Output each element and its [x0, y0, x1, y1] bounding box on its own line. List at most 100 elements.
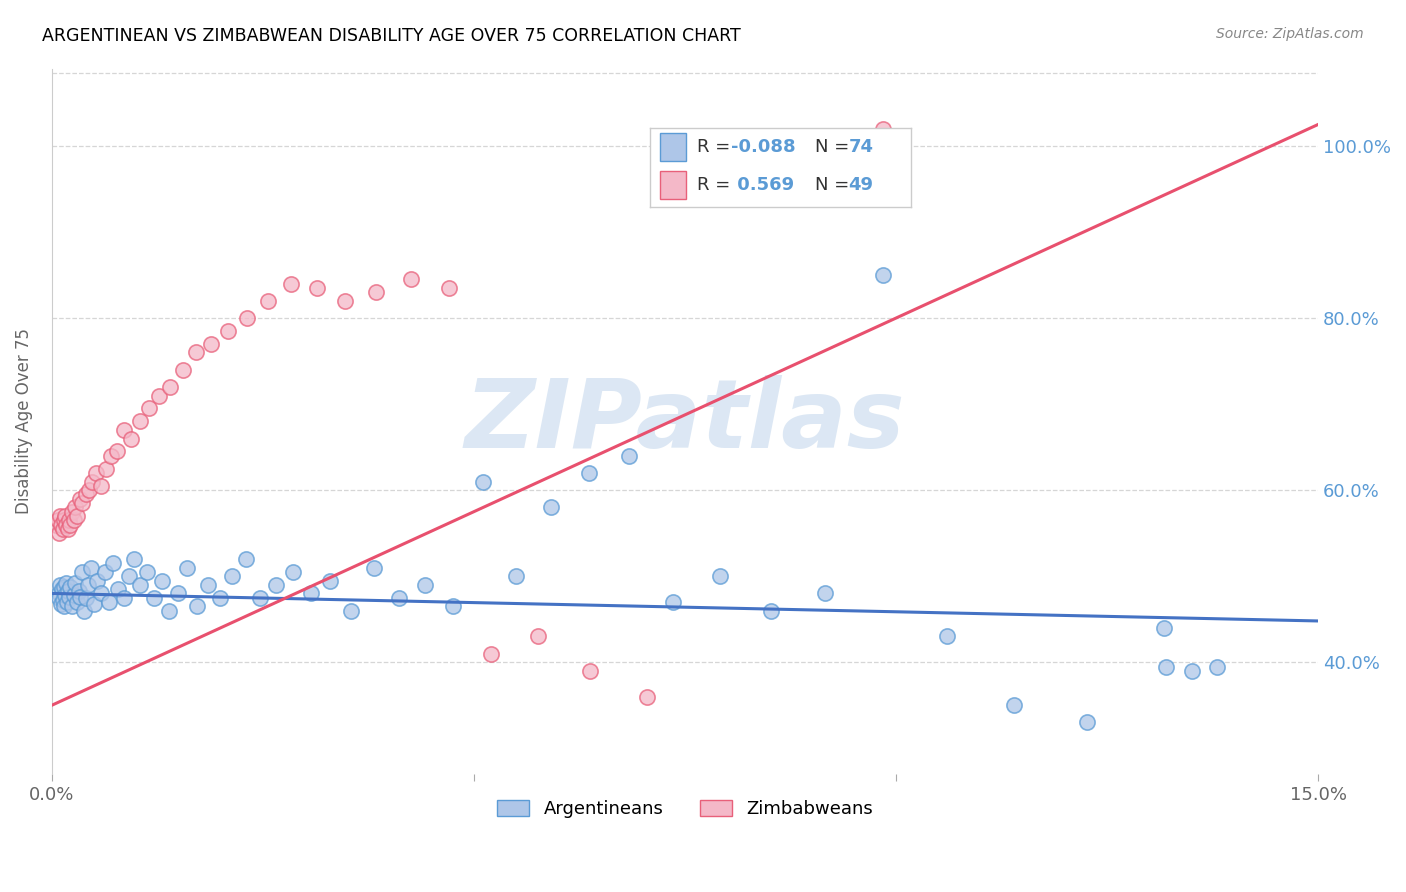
Point	[159, 380, 181, 394]
Point	[48, 526, 70, 541]
Point	[283, 565, 305, 579]
Point	[124, 552, 146, 566]
Point	[872, 121, 894, 136]
Text: N =: N =	[814, 138, 855, 156]
Point	[59, 517, 82, 532]
Point	[56, 522, 79, 536]
Point	[75, 591, 97, 605]
Point	[759, 604, 782, 618]
Point	[186, 599, 208, 614]
Point	[69, 491, 91, 506]
Point	[56, 583, 79, 598]
Point	[53, 599, 76, 614]
Point	[56, 595, 79, 609]
Point	[62, 588, 84, 602]
Point	[75, 487, 97, 501]
Point	[388, 591, 411, 605]
Point	[437, 281, 460, 295]
Point	[235, 552, 257, 566]
Point	[527, 630, 550, 644]
Point	[79, 560, 101, 574]
Point	[1153, 621, 1175, 635]
Text: 0.569: 0.569	[731, 176, 794, 194]
Point	[200, 337, 222, 351]
Bar	[661, 171, 686, 199]
Point	[58, 513, 80, 527]
Point	[112, 591, 135, 605]
Point	[172, 362, 194, 376]
Point	[1154, 659, 1177, 673]
Point	[65, 500, 87, 515]
Text: ARGENTINEAN VS ZIMBABWEAN DISABILITY AGE OVER 75 CORRELATION CHART: ARGENTINEAN VS ZIMBABWEAN DISABILITY AGE…	[42, 27, 741, 45]
Point	[94, 461, 117, 475]
Point	[413, 578, 436, 592]
Point	[197, 578, 219, 592]
Point	[814, 586, 837, 600]
Point	[221, 569, 243, 583]
Point	[53, 508, 76, 523]
Point	[157, 604, 180, 618]
Legend: Argentineans, Zimbabweans: Argentineans, Zimbabweans	[489, 792, 880, 825]
Point	[49, 517, 72, 532]
Point	[150, 574, 173, 588]
Point	[98, 595, 121, 609]
Point	[82, 475, 104, 489]
Point	[90, 586, 112, 600]
Point	[77, 483, 100, 498]
Text: -0.088: -0.088	[731, 138, 796, 156]
Point	[48, 586, 70, 600]
Point	[505, 569, 527, 583]
Point	[129, 578, 152, 592]
Point	[83, 597, 105, 611]
Point	[441, 599, 464, 614]
Point	[540, 500, 562, 515]
Point	[399, 272, 422, 286]
Point	[184, 345, 207, 359]
Text: R =: R =	[697, 138, 735, 156]
Point	[69, 590, 91, 604]
Point	[67, 583, 90, 598]
Point	[70, 496, 93, 510]
Point	[86, 574, 108, 588]
Point	[472, 475, 495, 489]
Point	[117, 569, 139, 583]
Point	[105, 444, 128, 458]
Point	[249, 591, 271, 605]
Point	[236, 311, 259, 326]
Point	[266, 578, 288, 592]
Point	[100, 449, 122, 463]
Point	[217, 324, 239, 338]
Text: R =: R =	[697, 176, 741, 194]
Point	[94, 565, 117, 579]
Point	[46, 513, 69, 527]
Point	[49, 578, 72, 592]
Point	[66, 508, 89, 523]
Point	[60, 599, 83, 614]
Point	[65, 576, 87, 591]
Point	[70, 565, 93, 579]
Point	[1076, 715, 1098, 730]
Point	[77, 578, 100, 592]
Point	[176, 560, 198, 574]
Point	[107, 582, 129, 596]
Point	[136, 565, 159, 579]
Point	[1180, 664, 1202, 678]
Point	[142, 591, 165, 605]
Point	[280, 277, 302, 291]
Point	[619, 449, 641, 463]
Point	[52, 522, 75, 536]
Point	[662, 595, 685, 609]
Point	[49, 597, 72, 611]
Point	[86, 466, 108, 480]
Point	[257, 293, 280, 308]
Point	[872, 268, 894, 282]
Point	[166, 586, 188, 600]
Text: ZIPatlas: ZIPatlas	[464, 375, 905, 467]
Point	[299, 586, 322, 600]
Point	[62, 513, 84, 527]
Point	[55, 576, 77, 591]
Point	[340, 604, 363, 618]
Point	[60, 505, 83, 519]
Point	[52, 593, 75, 607]
Point	[128, 414, 150, 428]
